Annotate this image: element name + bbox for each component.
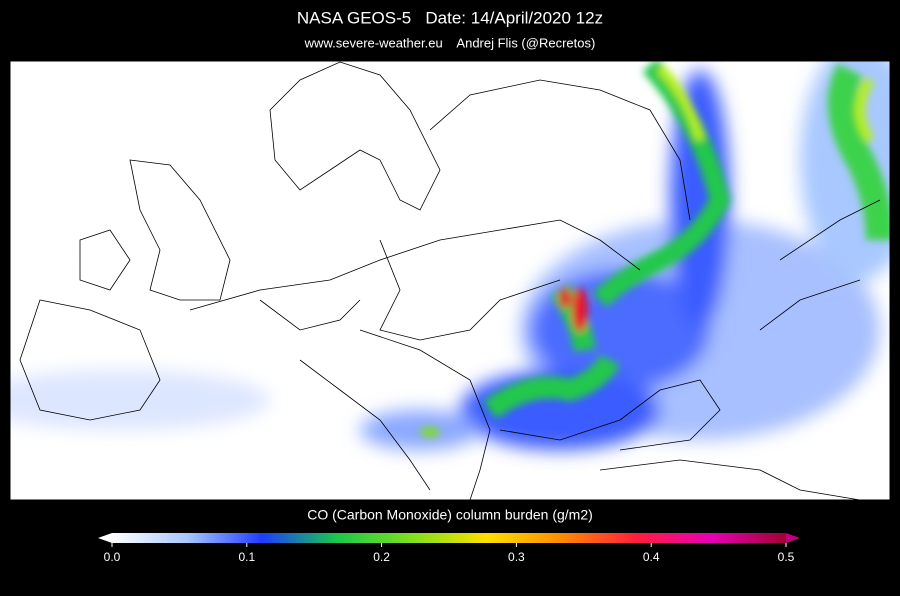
colorbar-tick-label: 0.0 — [104, 550, 121, 564]
map-frame — [9, 60, 891, 501]
colorbar-tick-label: 0.5 — [778, 550, 795, 564]
title: NASA GEOS-5 Date: 14/April/2020 12z — [297, 8, 603, 27]
subtitle: www.severe-weather.eu Andrej Flis (@Recr… — [304, 35, 596, 50]
co-plumes — [420, 61, 890, 437]
colorbar: 0.0 0.1 0.2 0.3 0.4 0.5 — [98, 533, 800, 564]
co-field — [10, 61, 890, 450]
colorbar-tick-label: 0.2 — [373, 550, 390, 564]
colorbar-bar — [112, 533, 786, 543]
colorbar-tick-label: 0.1 — [238, 550, 255, 564]
map — [10, 61, 890, 500]
colorbar-tick-label: 0.4 — [643, 550, 660, 564]
colorbar-max-arrow — [786, 533, 800, 543]
colorbar-label: CO (Carbon Monoxide) column burden (g/m2… — [307, 507, 593, 523]
colorbar-tick-label: 0.3 — [508, 550, 525, 564]
coastlines — [19, 61, 881, 500]
colorbar-min-arrow — [98, 533, 112, 543]
